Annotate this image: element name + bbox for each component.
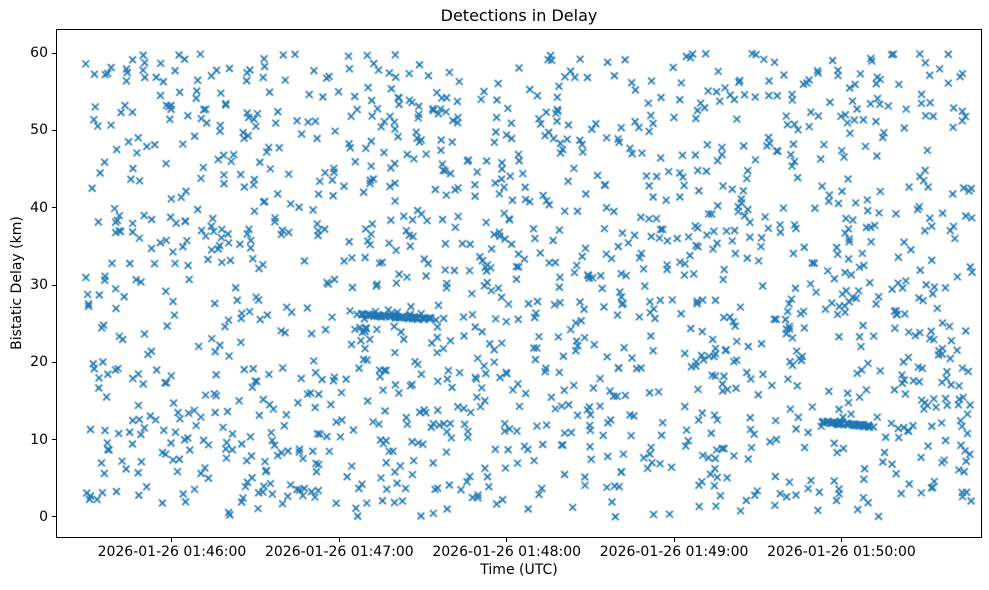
x-tick-label: 2026-01-26 01:47:00 — [264, 544, 414, 560]
y-tick-mark — [52, 361, 56, 363]
y-tick-mark — [52, 516, 56, 518]
y-tick-mark — [52, 52, 56, 54]
y-tick-label: 30 — [30, 277, 48, 294]
scatter-points-canvas — [57, 30, 981, 537]
x-tick-mark — [673, 538, 675, 542]
x-axis-label: Time (UTC) — [480, 562, 558, 578]
x-tick-label: 2026-01-26 01:46:00 — [97, 544, 247, 560]
y-tick-mark — [52, 439, 56, 441]
x-tick-mark — [171, 538, 173, 542]
x-tick-label: 2026-01-26 01:50:00 — [767, 544, 916, 560]
y-tick-label: 10 — [30, 431, 48, 448]
y-tick-label: 0 — [39, 508, 48, 525]
y-tick-label: 60 — [30, 45, 48, 62]
y-tick-label: 20 — [30, 354, 48, 371]
y-tick-label: 40 — [30, 199, 48, 216]
chart-title: Detections in Delay — [440, 6, 598, 25]
x-tick-label: 2026-01-26 01:48:00 — [432, 544, 582, 560]
x-tick-mark — [841, 538, 842, 542]
y-tick-label: 50 — [30, 122, 48, 139]
y-tick-mark — [52, 129, 56, 131]
x-tick-mark — [506, 538, 508, 542]
plot-area — [56, 29, 982, 538]
y-tick-mark — [52, 207, 56, 209]
x-tick-mark — [338, 538, 340, 542]
x-tick-label: 2026-01-26 01:49:00 — [599, 544, 749, 560]
y-tick-mark — [52, 284, 56, 286]
